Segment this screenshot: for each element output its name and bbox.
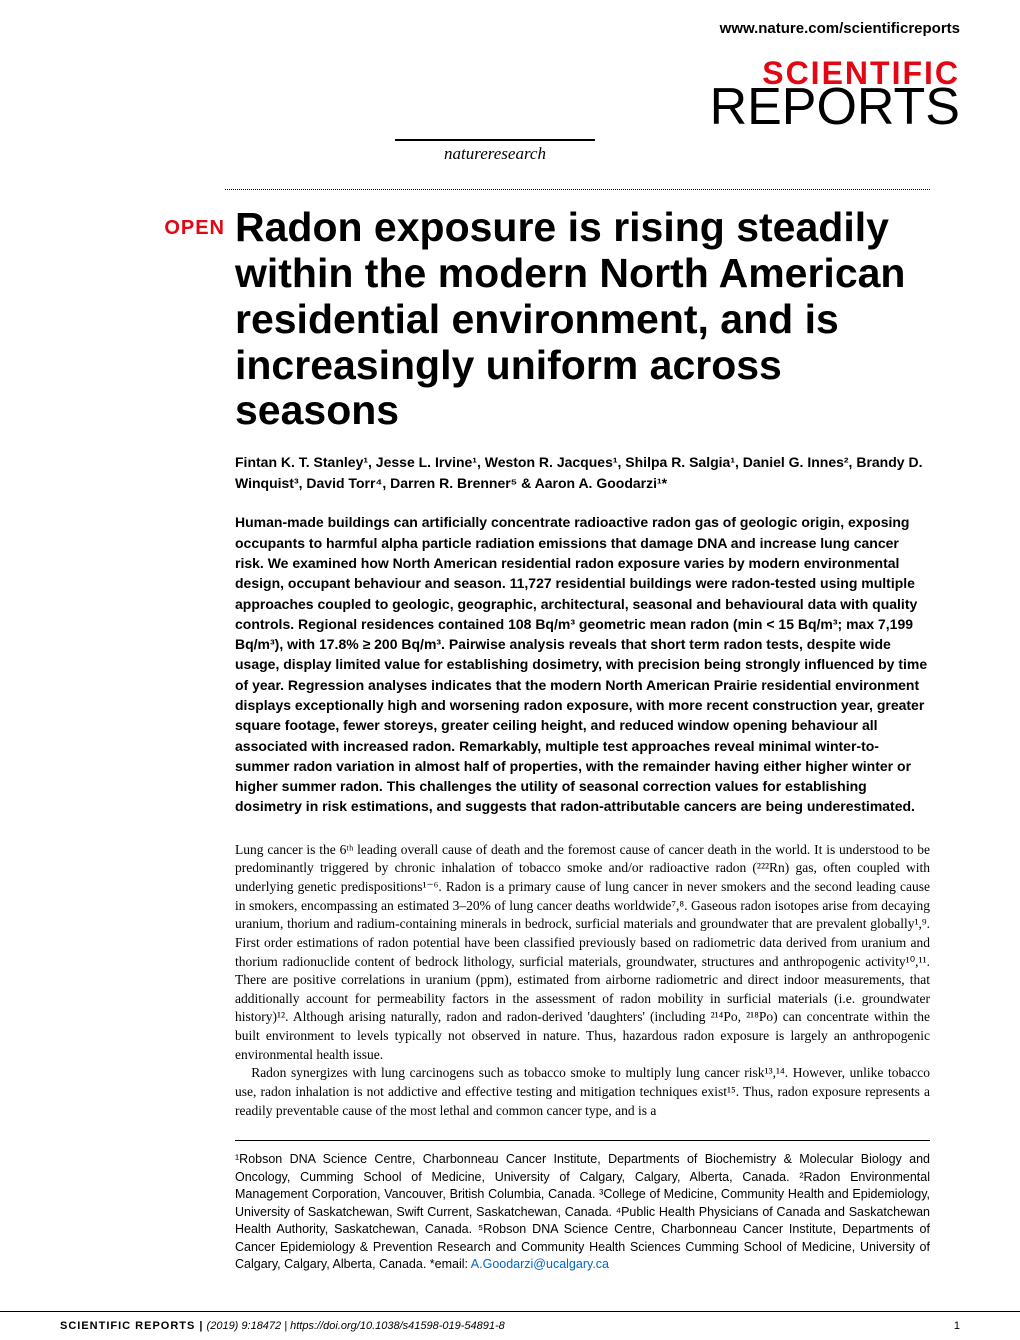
open-access-badge: OPEN bbox=[60, 205, 225, 240]
body-paragraph-1: Lung cancer is the 6ᵗʰ leading overall c… bbox=[235, 841, 930, 1065]
divider-dotted bbox=[225, 189, 930, 190]
footer-page-number: 1 bbox=[954, 1320, 960, 1332]
footer-citation: (2019) 9:18472 | https://doi.org/10.1038… bbox=[207, 1320, 505, 1332]
corresponding-email[interactable]: A.Goodarzi@ucalgary.ca bbox=[471, 1257, 609, 1271]
affiliations-text: ¹Robson DNA Science Centre, Charbonneau … bbox=[235, 1152, 930, 1271]
affiliations: ¹Robson DNA Science Centre, Charbonneau … bbox=[235, 1140, 930, 1274]
logo-reports: REPORTS bbox=[60, 84, 960, 131]
article-title: Radon exposure is rising steadily within… bbox=[235, 205, 930, 435]
logo-subtitle: natureresearch bbox=[395, 139, 595, 164]
body-text: Lung cancer is the 6ᵗʰ leading overall c… bbox=[235, 841, 930, 1120]
body-paragraph-2: Radon synergizes with lung carcinogens s… bbox=[235, 1064, 930, 1120]
authors-list: Fintan K. T. Stanley¹, Jesse L. Irvine¹,… bbox=[235, 452, 930, 494]
abstract: Human-made buildings can artificially co… bbox=[235, 512, 930, 816]
header-url: www.nature.com/scientificreports bbox=[0, 0, 1020, 47]
footer-journal: SCIENTIFIC REPORTS | bbox=[60, 1320, 203, 1332]
page-footer: SCIENTIFIC REPORTS | (2019) 9:18472 | ht… bbox=[0, 1311, 1020, 1340]
journal-logo: SCIENTIFIC REPORTS natureresearch bbox=[0, 47, 1020, 169]
